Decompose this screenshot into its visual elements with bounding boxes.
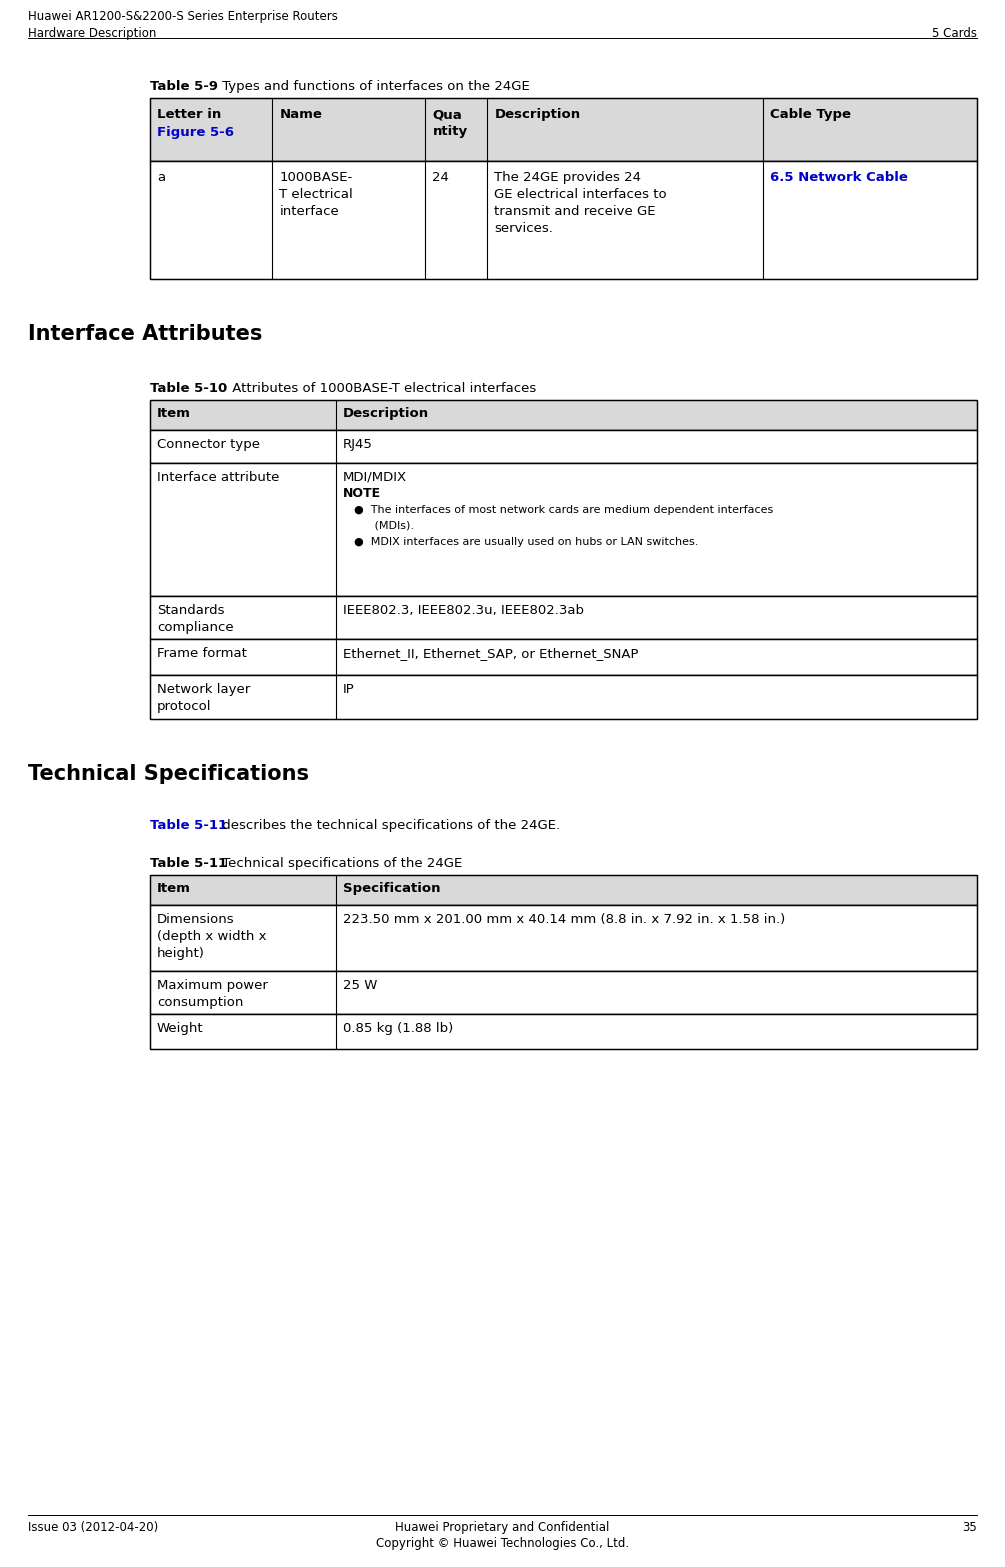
Bar [150,1014,977,1048]
Bar [150,99,977,161]
Text: Ethernet_II, Ethernet_SAP, or Ethernet_SNAP: Ethernet_II, Ethernet_SAP, or Ethernet_S… [343,647,638,660]
Text: Table 5-11: Table 5-11 [150,820,227,832]
Bar [150,874,977,906]
Bar [150,874,977,906]
Bar [150,429,977,462]
Text: 5 Cards: 5 Cards [932,27,977,41]
Text: 1000BASE-
T electrical
interface: 1000BASE- T electrical interface [279,171,353,218]
Text: 6.5 Network Cable: 6.5 Network Cable [770,171,908,183]
Text: MDI/MDIX: MDI/MDIX [343,472,407,484]
Text: Frame format: Frame format [157,647,247,660]
Text: Copyright © Huawei Technologies Co., Ltd.: Copyright © Huawei Technologies Co., Ltd… [376,1537,629,1550]
Text: a: a [157,171,165,183]
Bar [150,972,977,1014]
Text: The 24GE provides 24
GE electrical interfaces to
transmit and receive GE
service: The 24GE provides 24 GE electrical inter… [494,171,667,235]
Text: Weight: Weight [157,1022,204,1034]
Bar [150,161,977,279]
Text: Figure 5-6: Figure 5-6 [157,125,234,139]
Text: 25 W: 25 W [343,979,378,992]
Text: Network layer
protocol: Network layer protocol [157,683,250,713]
Text: Connector type: Connector type [157,439,260,451]
Text: RJ45: RJ45 [343,439,373,451]
Text: Huawei AR1200-S&2200-S Series Enterprise Routers: Huawei AR1200-S&2200-S Series Enterprise… [28,9,338,24]
Text: Technical Specifications: Technical Specifications [28,765,309,784]
Text: Table 5-11: Table 5-11 [150,857,227,870]
Bar [150,906,977,972]
Bar [150,906,977,972]
Text: Dimensions
(depth x width x
height): Dimensions (depth x width x height) [157,914,266,961]
Text: Cable Type: Cable Type [770,108,851,121]
Bar [150,400,977,429]
Bar [150,675,977,719]
Text: Interface attribute: Interface attribute [157,472,279,484]
Text: 35: 35 [962,1522,977,1534]
Text: Maximum power
consumption: Maximum power consumption [157,979,268,1009]
Text: Description: Description [494,108,581,121]
Bar [150,972,977,1014]
Text: Table 5-10: Table 5-10 [150,382,227,395]
Text: Qua: Qua [432,108,462,121]
Text: Name: Name [279,108,323,121]
Text: Specification: Specification [343,882,440,895]
Text: 0.85 kg (1.88 lb): 0.85 kg (1.88 lb) [343,1022,453,1034]
Text: Letter in: Letter in [157,108,221,121]
Text: ●  MDIX interfaces are usually used on hubs or LAN switches.: ● MDIX interfaces are usually used on hu… [354,537,698,547]
Text: Standards
compliance: Standards compliance [157,603,233,635]
Bar [150,99,977,161]
Text: describes the technical specifications of the 24GE.: describes the technical specifications o… [218,820,560,832]
Text: ●  The interfaces of most network cards are medium dependent interfaces: ● The interfaces of most network cards a… [354,505,773,516]
Text: Interface Attributes: Interface Attributes [28,324,262,345]
Bar [150,400,977,429]
Text: IP: IP [343,683,355,696]
Text: Huawei Proprietary and Confidential: Huawei Proprietary and Confidential [395,1522,610,1534]
Bar [150,429,977,462]
Bar [150,462,977,595]
Text: IEEE802.3, IEEE802.3u, IEEE802.3ab: IEEE802.3, IEEE802.3u, IEEE802.3ab [343,603,584,617]
Bar [150,595,977,639]
Bar [150,639,977,675]
Text: Item: Item [157,407,191,420]
Text: Types and functions of interfaces on the 24GE: Types and functions of interfaces on the… [218,80,530,92]
Bar [150,595,977,639]
Text: Hardware Description: Hardware Description [28,27,157,41]
Bar [150,462,977,595]
Bar [150,639,977,675]
Text: Issue 03 (2012-04-20): Issue 03 (2012-04-20) [28,1522,158,1534]
Text: Technical specifications of the 24GE: Technical specifications of the 24GE [218,857,462,870]
Text: Attributes of 1000BASE-T electrical interfaces: Attributes of 1000BASE-T electrical inte… [228,382,537,395]
Text: 223.50 mm x 201.00 mm x 40.14 mm (8.8 in. x 7.92 in. x 1.58 in.): 223.50 mm x 201.00 mm x 40.14 mm (8.8 in… [343,914,785,926]
Bar [150,161,977,279]
Text: NOTE: NOTE [343,487,381,500]
Text: ntity: ntity [432,125,467,138]
Text: Description: Description [343,407,429,420]
Bar [150,1014,977,1048]
Bar [150,675,977,719]
Text: Item: Item [157,882,191,895]
Text: (MDIs).: (MDIs). [364,520,414,530]
Text: 24: 24 [432,171,449,183]
Text: Table 5-9: Table 5-9 [150,80,218,92]
